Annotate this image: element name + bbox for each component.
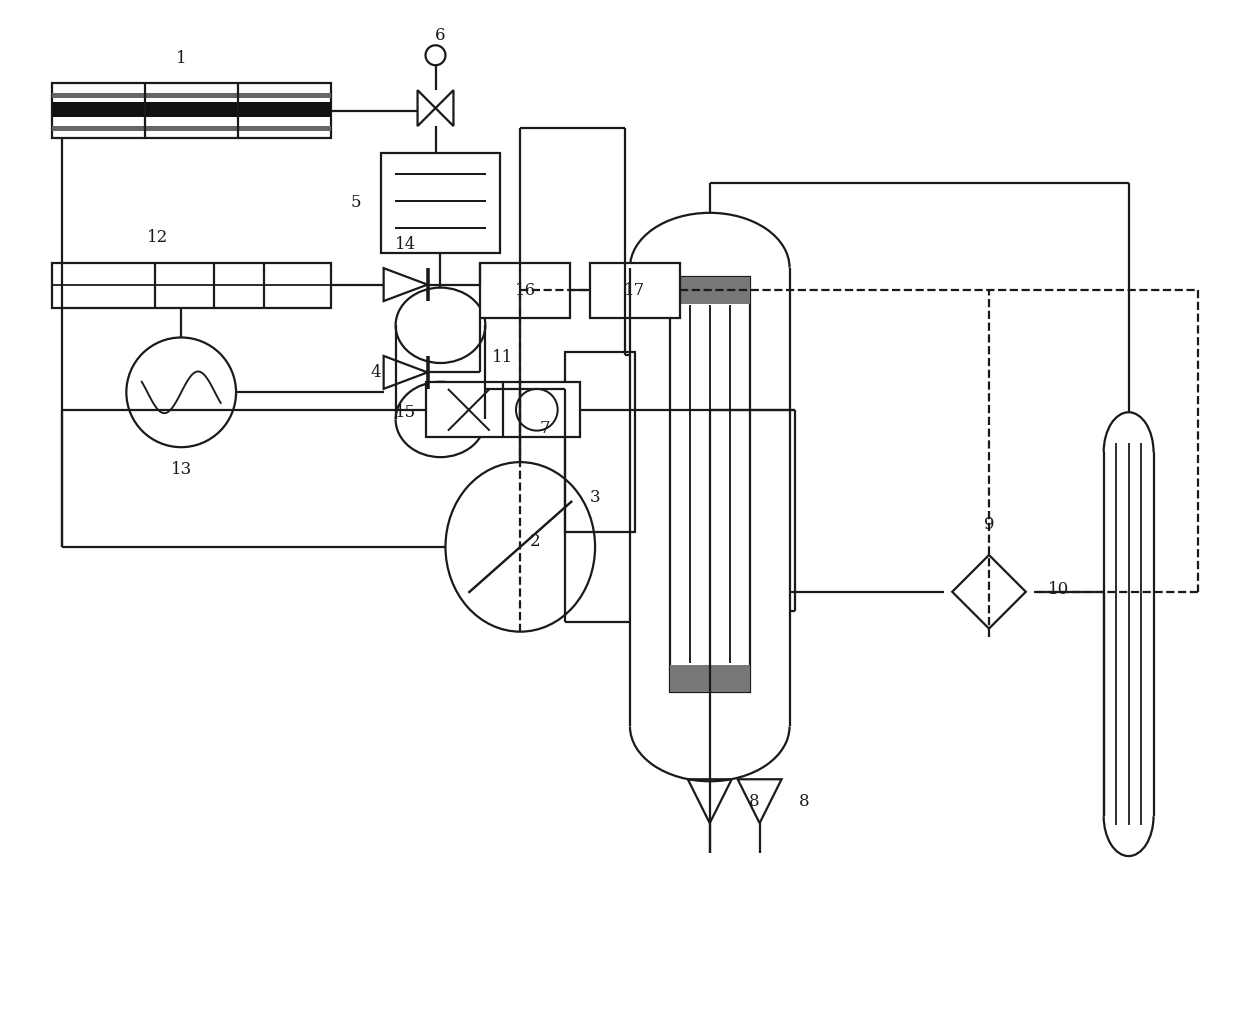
Text: 2: 2 bbox=[529, 533, 541, 551]
Text: 9: 9 bbox=[983, 516, 994, 533]
Text: 8: 8 bbox=[800, 793, 810, 809]
Bar bbox=[670, 664, 750, 692]
Text: 3: 3 bbox=[590, 489, 600, 506]
Text: 10: 10 bbox=[1048, 582, 1069, 598]
Text: 5: 5 bbox=[351, 194, 361, 212]
Text: 15: 15 bbox=[396, 404, 417, 421]
Text: 8: 8 bbox=[749, 793, 760, 809]
Bar bbox=[480, 263, 570, 318]
Text: 14: 14 bbox=[396, 236, 417, 253]
Text: 7: 7 bbox=[539, 420, 551, 437]
Text: 16: 16 bbox=[515, 282, 536, 298]
Bar bbox=[52, 83, 331, 138]
Bar bbox=[52, 127, 331, 132]
Bar bbox=[381, 153, 500, 252]
Bar bbox=[425, 382, 580, 437]
Text: 4: 4 bbox=[371, 364, 381, 381]
Bar bbox=[670, 277, 750, 692]
Text: 11: 11 bbox=[492, 349, 513, 366]
Bar bbox=[565, 353, 635, 531]
Bar bbox=[52, 102, 331, 118]
Bar bbox=[590, 263, 680, 318]
Bar bbox=[52, 93, 331, 98]
Text: 1: 1 bbox=[176, 50, 186, 66]
Text: 6: 6 bbox=[435, 27, 445, 44]
Bar bbox=[52, 263, 331, 308]
Bar bbox=[670, 277, 750, 304]
Text: 12: 12 bbox=[148, 229, 169, 246]
Text: 17: 17 bbox=[624, 282, 646, 298]
Text: 13: 13 bbox=[171, 461, 192, 477]
